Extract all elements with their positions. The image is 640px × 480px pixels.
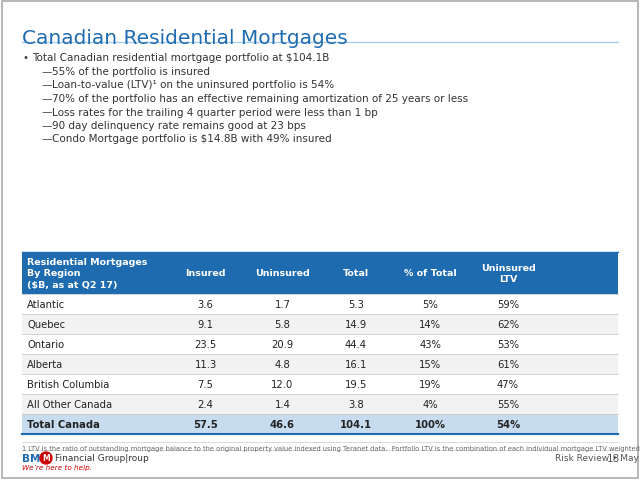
Text: British Columbia: British Columbia [27,379,109,389]
Text: All Other Canada: All Other Canada [27,399,112,409]
Text: 19.5: 19.5 [345,379,367,389]
Text: 100%: 100% [415,419,445,429]
Text: 3.6: 3.6 [198,300,213,309]
Text: 16.1: 16.1 [345,359,367,369]
Text: 61%: 61% [497,359,519,369]
Text: 9.1: 9.1 [198,319,214,329]
Text: 1.4: 1.4 [275,399,291,409]
Text: 62%: 62% [497,319,519,329]
Text: 43%: 43% [419,339,441,349]
Text: 104.1: 104.1 [340,419,372,429]
Text: 4%: 4% [422,399,438,409]
Text: —: — [42,121,52,131]
Text: We’re here to help.: We’re here to help. [22,464,92,470]
Text: 5%: 5% [422,300,438,309]
Circle shape [40,452,52,464]
Bar [22,252,618,294]
Text: Ontario: Ontario [27,339,64,349]
Text: 7.5: 7.5 [198,379,214,389]
Text: Quebec: Quebec [27,319,65,329]
Text: 47%: 47% [497,379,519,389]
Text: M: M [42,454,50,463]
Text: 1 LTV is the ratio of outstanding mortgage balance to the original property valu: 1 LTV is the ratio of outstanding mortga… [22,445,640,451]
Text: 18: 18 [607,453,620,463]
Text: Alberta: Alberta [27,359,63,369]
Text: 46.6: 46.6 [270,419,295,429]
Text: 23.5: 23.5 [195,339,216,349]
Text: Risk Review • May 24, 2017: Risk Review • May 24, 2017 [555,454,640,463]
Text: —: — [42,80,52,90]
Text: Financial Group|roup: Financial Group|roup [55,454,148,463]
Text: —: — [42,107,52,117]
Text: —: — [42,134,52,144]
Text: —: — [42,67,52,77]
Text: Uninsured
LTV: Uninsured LTV [481,263,536,284]
Text: 12.0: 12.0 [271,379,294,389]
Text: 70% of the portfolio has an effective remaining amortization of 25 years or less: 70% of the portfolio has an effective re… [52,94,468,104]
Bar [22,394,618,414]
Text: 19%: 19% [419,379,441,389]
Bar [22,314,618,334]
Text: 11.3: 11.3 [195,359,216,369]
Text: 53%: 53% [497,339,519,349]
Text: Canadian Residential Mortgages: Canadian Residential Mortgages [22,29,348,48]
Text: Total Canada: Total Canada [27,419,100,429]
Text: BMO: BMO [22,453,49,463]
Bar [22,294,618,314]
Text: 5.3: 5.3 [348,300,364,309]
Text: 3.8: 3.8 [348,399,364,409]
Bar [22,374,618,394]
Text: 14.9: 14.9 [345,319,367,329]
Text: Total Canadian residential mortgage portfolio at $104.1B: Total Canadian residential mortgage port… [32,53,330,63]
Text: 57.5: 57.5 [193,419,218,429]
Text: 54%: 54% [496,419,520,429]
Text: 1.7: 1.7 [275,300,291,309]
Text: 2.4: 2.4 [198,399,213,409]
Text: •: • [22,53,28,63]
Text: Condo Mortgage portfolio is $14.8B with 49% insured: Condo Mortgage portfolio is $14.8B with … [52,134,332,144]
Text: Atlantic: Atlantic [27,300,65,309]
Text: 5.8: 5.8 [275,319,291,329]
Bar [22,354,618,374]
Text: 4.8: 4.8 [275,359,291,369]
Text: 90 day delinquency rate remains good at 23 bps: 90 day delinquency rate remains good at … [52,121,306,131]
Text: Loss rates for the trailing 4 quarter period were less than 1 bp: Loss rates for the trailing 4 quarter pe… [52,107,378,117]
Text: —: — [42,94,52,104]
Text: 14%: 14% [419,319,441,329]
Text: Loan-to-value (LTV)¹ on the uninsured portfolio is 54%: Loan-to-value (LTV)¹ on the uninsured po… [52,80,334,90]
Text: 55%: 55% [497,399,519,409]
Text: Uninsured: Uninsured [255,269,310,278]
Text: 15%: 15% [419,359,441,369]
Text: 55% of the portfolio is insured: 55% of the portfolio is insured [52,67,210,77]
Text: % of Total: % of Total [404,269,456,278]
Text: Insured: Insured [185,269,226,278]
Text: 20.9: 20.9 [271,339,294,349]
Bar [22,414,618,434]
Text: 59%: 59% [497,300,519,309]
Bar [22,334,618,354]
Text: Residential Mortgages
By Region
($B, as at Q2 17): Residential Mortgages By Region ($B, as … [27,257,147,290]
Text: 44.4: 44.4 [345,339,367,349]
Text: Total: Total [343,269,369,278]
